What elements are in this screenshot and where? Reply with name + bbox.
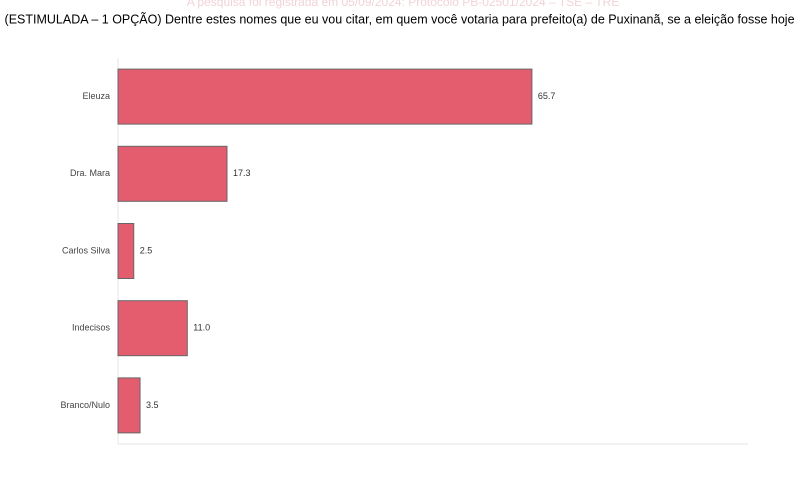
category-label: Dra. Mara bbox=[70, 168, 110, 178]
chart-title: (ESTIMULADA – 1 OPÇÃO) Dentre estes nome… bbox=[5, 12, 795, 26]
bar bbox=[117, 223, 135, 279]
bar bbox=[117, 68, 533, 125]
category-label: Branco/Nulo bbox=[60, 400, 110, 410]
value-label: 11.0 bbox=[193, 323, 210, 333]
chart-subtitle: A pesquisa foi registrada em 05/09/2024:… bbox=[187, 0, 620, 9]
category-label: Carlos Silva bbox=[62, 245, 110, 255]
value-label: 17.3 bbox=[233, 168, 251, 178]
category-label: Indecisos bbox=[72, 323, 111, 333]
bar bbox=[117, 377, 141, 434]
category-label: Eleuza bbox=[82, 91, 110, 101]
bar bbox=[117, 145, 228, 202]
value-label: 3.5 bbox=[146, 400, 159, 410]
value-label: 65.7 bbox=[538, 91, 556, 101]
value-label: 2.5 bbox=[140, 245, 153, 255]
bar bbox=[117, 300, 188, 357]
